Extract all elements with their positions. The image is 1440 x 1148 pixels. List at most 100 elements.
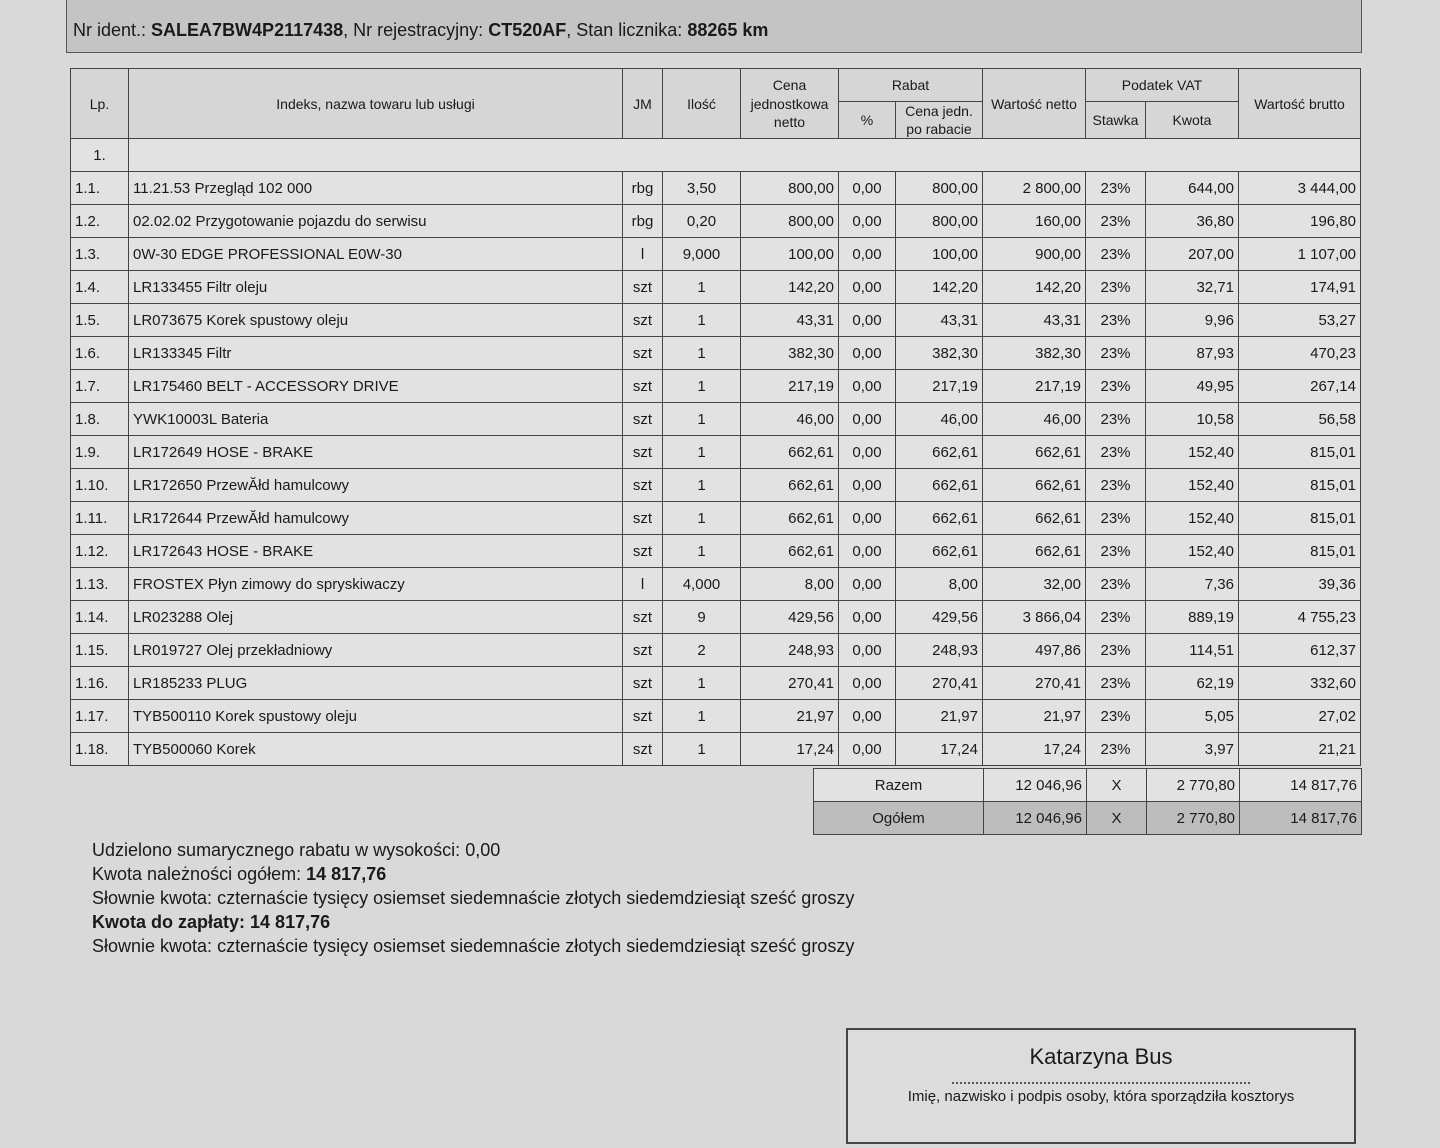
row-jm: szt: [622, 270, 663, 305]
row-name: LR172650 PrzewĂłd hamulcowy: [128, 468, 623, 503]
row-vat-rate: 23%: [1085, 534, 1146, 569]
pay-value: 14 817,76: [250, 912, 331, 932]
row-discount-price: 142,20: [895, 270, 983, 305]
row-gross: 815,01: [1238, 435, 1361, 470]
row-name: LR172649 HOSE - BRAKE: [128, 435, 623, 470]
row-gross: 612,37: [1238, 633, 1361, 668]
row-jm: szt: [622, 732, 663, 767]
row-net: 662,61: [982, 468, 1086, 503]
row-discount-pct: 0,00: [838, 336, 896, 371]
row-lp: 1.15.: [70, 633, 129, 668]
row-vat-amount: 5,05: [1145, 699, 1239, 734]
due-label: Kwota należności ogółem:: [92, 864, 302, 884]
header-lp: Lp.: [70, 67, 129, 140]
row-lp: 1.7.: [70, 369, 129, 404]
row-lp: 1.14.: [70, 600, 129, 635]
totals-vat: 2 770,80: [1146, 768, 1240, 802]
row-gross: 3 444,00: [1238, 171, 1361, 206]
discount-line: Udzielono sumarycznego rabatu w wysokośc…: [92, 838, 854, 862]
row-lp: 1.16.: [70, 666, 129, 701]
row-name: TYB500060 Korek: [128, 732, 623, 767]
row-qty: 1: [662, 534, 741, 569]
row-net: 382,30: [982, 336, 1086, 371]
row-jm: szt: [622, 468, 663, 503]
row-gross: 815,01: [1238, 534, 1361, 569]
row-price: 21,97: [740, 699, 839, 734]
due-line: Kwota należności ogółem: 14 817,76: [92, 862, 854, 886]
table-row: 1.8. YWK10003L Bateria szt 1 46,00 0,00 46,00 4…: [70, 402, 1361, 437]
row-gross: 1 107,00: [1238, 237, 1361, 272]
row-vat-rate: 23%: [1085, 171, 1146, 206]
totals-gross: 14 817,76: [1239, 768, 1362, 802]
vehicle-info-band: Nr ident.: SALEA7BW4P2117438, Nr rejestr…: [66, 0, 1362, 53]
row-net: 900,00: [982, 237, 1086, 272]
row-net: 142,20: [982, 270, 1086, 305]
row-qty: 1: [662, 369, 741, 404]
table-row: 1.2. 02.02.02 Przygotowanie pojazdu do se…: [70, 204, 1361, 239]
totals-gross: 14 817,76: [1239, 801, 1362, 835]
row-discount-price: 662,61: [895, 468, 983, 503]
row-price: 217,19: [740, 369, 839, 404]
row-net: 17,24: [982, 732, 1086, 767]
row-lp: 1.3.: [70, 237, 129, 272]
table-row: 1.14. LR023288 Olej szt 9 429,56 0,00 429,56 3 …: [70, 600, 1361, 635]
totals-rate: X: [1086, 801, 1147, 835]
table-row: 1.9. LR172649 HOSE - BRAKE szt 1 662,61 0,00 6…: [70, 435, 1361, 470]
row-vat-rate: 23%: [1085, 402, 1146, 437]
row-vat-rate: 23%: [1085, 369, 1146, 404]
row-lp: 1.2.: [70, 204, 129, 239]
words2-line: Słownie kwota: czternaście tysięcy osiem…: [92, 934, 854, 958]
row-net: 46,00: [982, 402, 1086, 437]
row-jm: szt: [622, 600, 663, 635]
table-row: 1.4. LR133455 Filtr oleju szt 1 142,20 0,00 14…: [70, 270, 1361, 305]
row-discount-pct: 0,00: [838, 732, 896, 767]
row-discount-price: 800,00: [895, 204, 983, 239]
table-row: 1.3. 0W-30 EDGE PROFESSIONAL E0W-30 l 9,000…: [70, 237, 1361, 272]
row-qty: 1: [662, 270, 741, 305]
row-price: 382,30: [740, 336, 839, 371]
row-discount-price: 100,00: [895, 237, 983, 272]
row-price: 100,00: [740, 237, 839, 272]
row-gross: 815,01: [1238, 501, 1361, 536]
row-net: 662,61: [982, 501, 1086, 536]
row-qty: 1: [662, 336, 741, 371]
row-price: 800,00: [740, 171, 839, 206]
row-price: 662,61: [740, 534, 839, 569]
row-net: 160,00: [982, 204, 1086, 239]
row-vat-amount: 49,95: [1145, 369, 1239, 404]
signature-box: Katarzyna Bus Imię, nazwisko i podpis os…: [846, 1028, 1356, 1144]
words-value: czternaście tysięcy osiemset siedemnaści…: [217, 888, 855, 908]
table-row: 1.6. LR133345 Filtr szt 1 382,30 0,00 382,30 38…: [70, 336, 1361, 371]
vin-value: SALEA7BW4P2117438: [151, 20, 344, 40]
row-name: 11.21.53 Przegląd 102 000: [128, 171, 623, 206]
pay-line: Kwota do zapłaty: 14 817,76: [92, 910, 854, 934]
row-name: YWK10003L Bateria: [128, 402, 623, 437]
row-price: 248,93: [740, 633, 839, 668]
row-jm: szt: [622, 435, 663, 470]
row-name: LR073675 Korek spustowy oleju: [128, 303, 623, 338]
row-net: 43,31: [982, 303, 1086, 338]
registration-value: CT520AF: [488, 20, 567, 40]
totals-label: Razem: [813, 768, 984, 802]
row-discount-price: 429,56: [895, 600, 983, 635]
header-jm: JM: [622, 67, 663, 140]
row-qty: 9: [662, 600, 741, 635]
row-vat-rate: 23%: [1085, 666, 1146, 701]
row-jm: szt: [622, 501, 663, 536]
row-vat-amount: 207,00: [1145, 237, 1239, 272]
row-price: 17,24: [740, 732, 839, 767]
totals-row-razem: Razem 12 046,96 X 2 770,80 14 817,76: [813, 768, 1362, 802]
row-price: 46,00: [740, 402, 839, 437]
row-discount-price: 662,61: [895, 534, 983, 569]
row-discount-price: 46,00: [895, 402, 983, 437]
row-gross: 332,60: [1238, 666, 1361, 701]
row-jm: szt: [622, 402, 663, 437]
row-vat-rate: 23%: [1085, 303, 1146, 338]
row-discount-price: 17,24: [895, 732, 983, 767]
row-discount-pct: 0,00: [838, 600, 896, 635]
totals-label: Ogółem: [813, 801, 984, 835]
row-discount-price: 43,31: [895, 303, 983, 338]
odometer-value: 88265 km: [687, 20, 769, 40]
row-lp: 1.8.: [70, 402, 129, 437]
table-row: 1.17. TYB500110 Korek spustowy oleju szt 1 2…: [70, 699, 1361, 734]
